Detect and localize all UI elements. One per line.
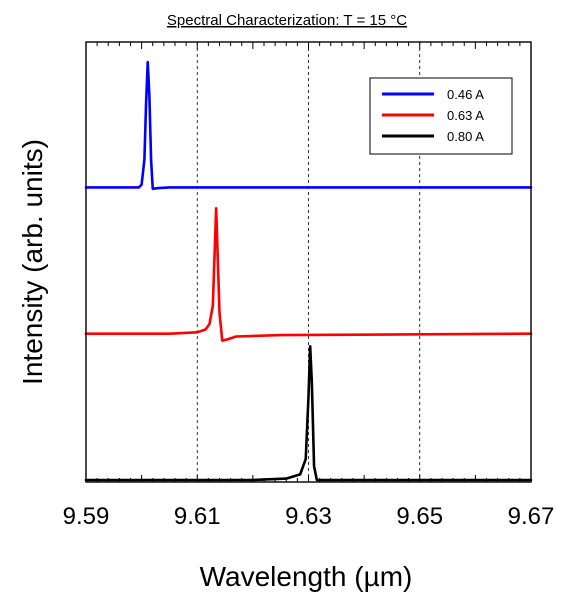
series-line-2 [84,207,533,342]
legend-label: 0.63 A [447,108,484,123]
series-line-1 [84,60,533,191]
x-tick-label: 9.67 [508,503,555,530]
x-tick-label: 9.61 [174,503,221,530]
legend-label: 0.46 A [447,87,484,102]
x-axis-label: Wavelength (µm) [200,561,413,592]
y-axis-label: Intensity (arb. units) [17,139,48,385]
x-tick-label: 9.59 [63,503,110,530]
x-tick-label: 9.65 [396,503,443,530]
series-line-3 [84,344,533,482]
chart-title: Spectral Characterization: T = 15 °C [167,12,407,29]
data-series-group [84,60,533,482]
legend-label: 0.80 A [447,129,484,144]
x-tick-labels: 9.59 9.61 9.63 9.65 9.67 [63,503,555,530]
axis-ticks [85,42,532,482]
legend: 0.46 A 0.63 A 0.80 A [369,77,513,155]
x-tick-label: 9.63 [285,503,332,530]
